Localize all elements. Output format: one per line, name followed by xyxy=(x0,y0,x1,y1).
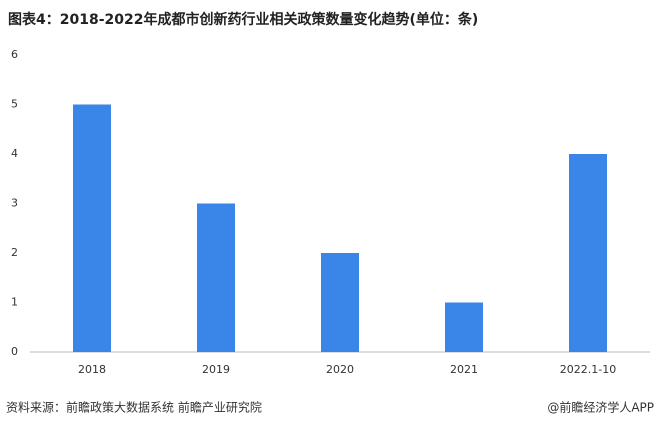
y-tick-label: 6 xyxy=(11,48,18,61)
bar xyxy=(73,104,111,352)
credit: @前瞻经济学人APP xyxy=(547,400,654,415)
y-tick-label: 0 xyxy=(11,345,18,358)
x-tick-label: 2019 xyxy=(202,363,230,376)
y-tick-label: 5 xyxy=(11,98,18,111)
x-tick-label: 2020 xyxy=(326,363,354,376)
bar xyxy=(445,302,483,352)
y-tick-label: 1 xyxy=(11,296,18,309)
bar xyxy=(197,203,235,352)
x-tick-label: 2021 xyxy=(450,363,478,376)
y-tick-label: 4 xyxy=(11,147,18,160)
bar xyxy=(569,154,607,352)
y-tick-label: 3 xyxy=(11,197,18,210)
source: 资料来源：前瞻政策大数据系统 前瞻产业研究院 xyxy=(6,400,262,415)
chart-title: 图表4：2018-2022年成都市创新药行业相关政策数量变化趋势(单位：条) xyxy=(8,11,478,28)
x-tick-label: 2022.1-10 xyxy=(560,363,616,376)
y-tick-label: 2 xyxy=(11,246,18,259)
x-tick-label: 2018 xyxy=(78,363,106,376)
bar xyxy=(321,253,359,352)
